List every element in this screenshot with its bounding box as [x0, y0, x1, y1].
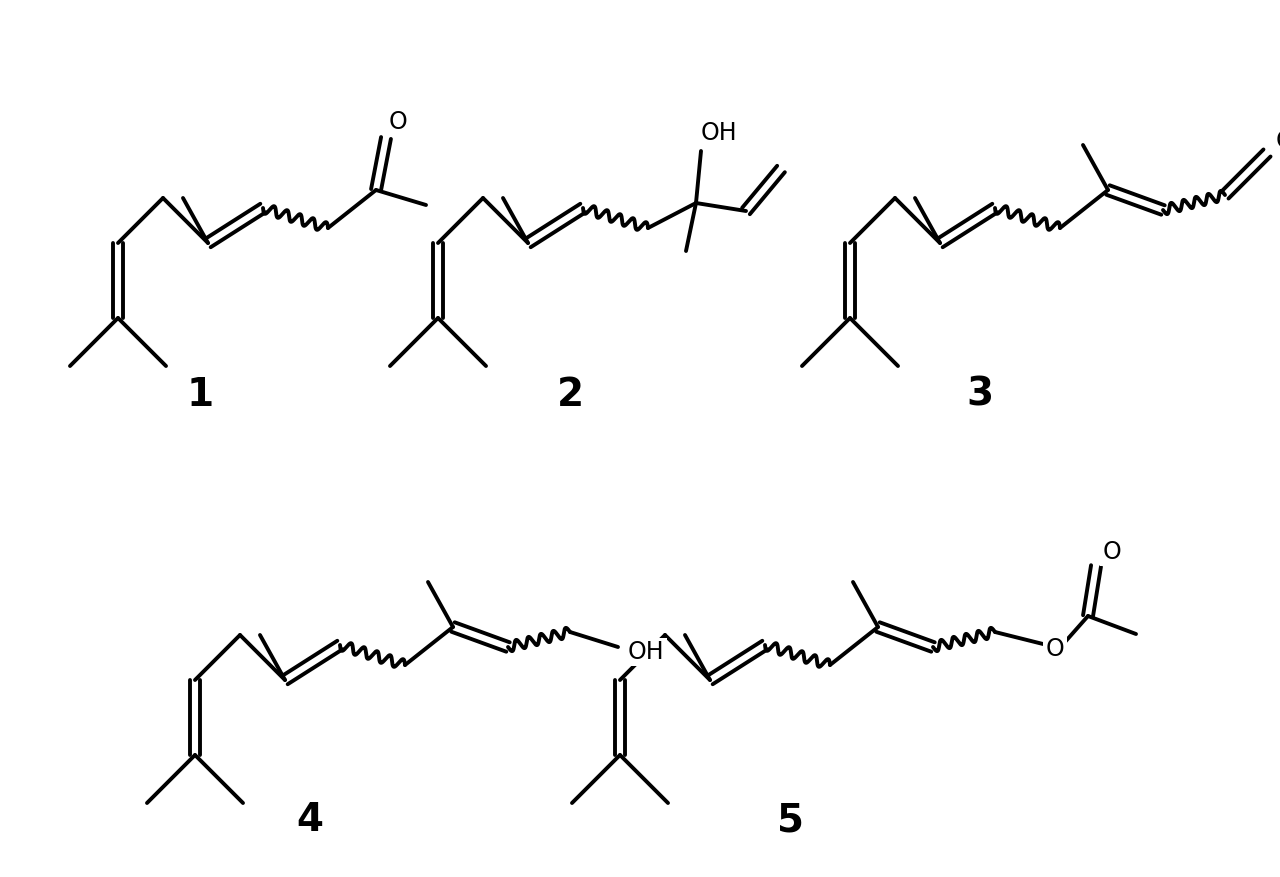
Text: 3: 3 — [966, 376, 993, 414]
Text: O: O — [389, 110, 407, 134]
Text: 1: 1 — [187, 376, 214, 414]
Text: O: O — [1046, 637, 1065, 661]
Text: O: O — [1276, 129, 1280, 153]
Text: 5: 5 — [777, 801, 804, 839]
Text: 4: 4 — [297, 801, 324, 839]
Text: O: O — [1102, 540, 1121, 564]
Text: 2: 2 — [557, 376, 584, 414]
Text: OH: OH — [700, 121, 737, 145]
Text: OH: OH — [627, 640, 664, 664]
